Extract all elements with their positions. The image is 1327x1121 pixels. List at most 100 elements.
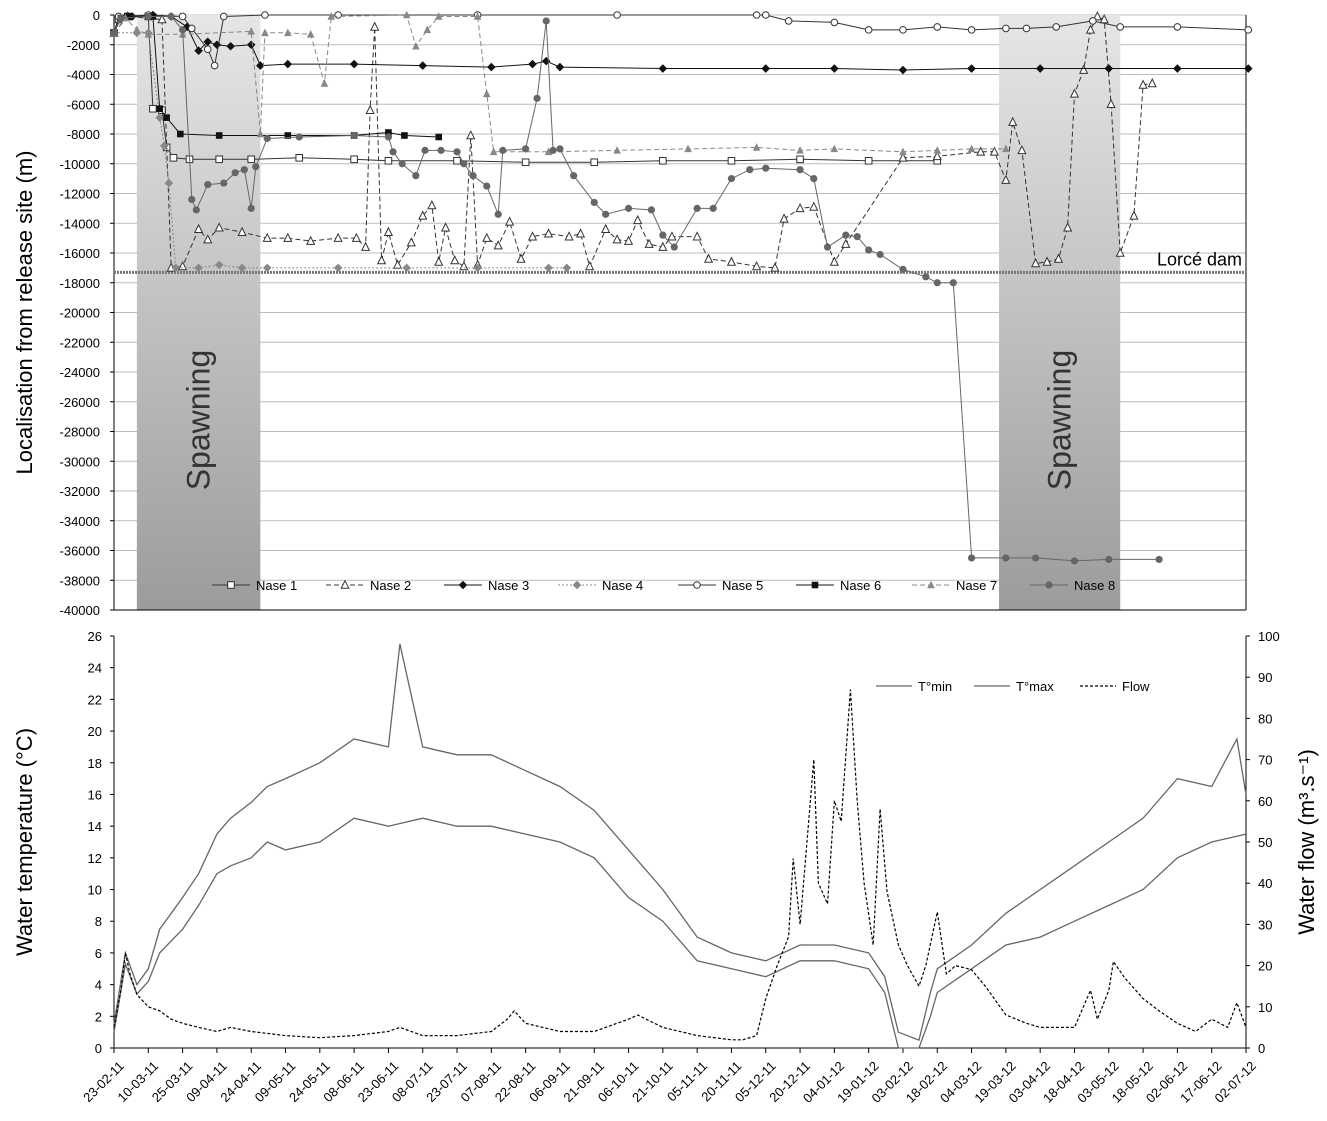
nase-8-point xyxy=(762,164,770,172)
nase-6-point xyxy=(284,132,292,139)
top-y-tick-label: -34000 xyxy=(60,514,100,529)
spawning-band xyxy=(136,15,261,610)
nase-4-point xyxy=(194,263,203,273)
nase-2-point xyxy=(1063,222,1073,232)
nase-8-point xyxy=(110,29,118,37)
nase-6-point xyxy=(215,132,223,139)
nase-3-point xyxy=(203,37,213,47)
nase-7-point xyxy=(144,30,153,38)
nase-3-point xyxy=(194,46,203,55)
nase-7-point xyxy=(284,28,292,37)
nase-4-point xyxy=(214,260,224,270)
nase-8-point xyxy=(549,146,557,154)
nase-2-point xyxy=(703,253,714,263)
top-y-tick-label: -16000 xyxy=(60,246,100,261)
nase-8-point xyxy=(709,204,717,212)
nase-8-point xyxy=(389,148,397,156)
nase-8-point xyxy=(231,169,239,177)
nase-4-point xyxy=(562,263,572,273)
flow-y-tick-label: 40 xyxy=(1258,876,1272,891)
nase-8-point xyxy=(453,148,461,156)
nase-6-point xyxy=(435,133,443,141)
nase-8-point xyxy=(796,166,804,174)
nase-2-series xyxy=(109,11,1157,272)
nase-5-point xyxy=(219,12,228,21)
nase-3-point xyxy=(1243,64,1253,73)
nase-2-point xyxy=(601,223,611,233)
nase-3-point xyxy=(283,59,293,69)
legend-item-nase-2: Nase 2 xyxy=(326,578,411,593)
nase-2-point xyxy=(1079,64,1089,74)
nase-2-point xyxy=(1017,144,1027,155)
nase-8-point xyxy=(295,133,303,141)
nase-1-point xyxy=(149,104,157,113)
legend-item-nase-3: Nase 3 xyxy=(444,578,529,593)
nase-2-point xyxy=(1115,247,1125,257)
nase-7-point xyxy=(899,147,907,156)
nase-8-point xyxy=(922,273,930,281)
nase-5-point xyxy=(187,24,196,33)
top-y-tick-label: -10000 xyxy=(60,157,100,172)
legend-label: Flow xyxy=(1122,679,1150,694)
nase-5-point xyxy=(1002,24,1010,33)
nase-4-line xyxy=(114,32,567,269)
top-y-tick-label: -24000 xyxy=(60,365,100,380)
nase-2-point xyxy=(752,260,762,271)
legend-label: Nase 1 xyxy=(256,578,297,593)
nase-1-point xyxy=(796,155,804,164)
flow-y-tick-label: 0 xyxy=(1258,1041,1265,1056)
nase-8-point xyxy=(179,26,187,34)
nase-8-point xyxy=(167,12,175,21)
flow-y-tick-label: 70 xyxy=(1258,753,1272,768)
nase-2-point xyxy=(427,199,437,210)
nase-2-point xyxy=(434,256,444,266)
nase-3-point xyxy=(418,61,428,70)
nase-7-point xyxy=(796,146,804,154)
nase-7-point xyxy=(489,147,498,156)
nase-1-legend-marker xyxy=(227,581,235,589)
nase-2-point xyxy=(976,146,986,156)
nase-4-point xyxy=(171,263,181,273)
legend-item-tmin: T°min xyxy=(876,679,952,694)
nase-2-point xyxy=(1138,79,1148,89)
nase-2-point xyxy=(795,202,805,213)
nase-6-point xyxy=(385,129,392,136)
nase-8-point xyxy=(842,231,850,239)
top-y-tick-label: -6000 xyxy=(67,97,100,112)
nase-2-point xyxy=(829,256,839,266)
nase-6-point xyxy=(124,13,132,20)
legend-label: Nase 4 xyxy=(602,578,643,593)
nase-3-point xyxy=(761,64,771,73)
temperature-flow-chart: 0246810121416182022242601020304050607080… xyxy=(12,629,1319,1106)
nase-5-point xyxy=(864,26,873,34)
nase-8-point xyxy=(499,146,507,154)
nase-3-point xyxy=(898,65,908,75)
top-y-tick-label: -30000 xyxy=(60,454,100,469)
nase-7-point xyxy=(434,12,443,20)
top-y-tick-label: -22000 xyxy=(60,335,100,350)
nase-2-point xyxy=(1031,257,1041,268)
nase-8-point xyxy=(350,131,358,140)
nase-5-point xyxy=(203,45,212,54)
nase-1-point xyxy=(590,158,599,167)
nase-2-point xyxy=(203,234,213,244)
legend-label: Nase 6 xyxy=(840,578,881,593)
nase-8-point xyxy=(1002,554,1010,562)
nase-7-point xyxy=(473,12,482,20)
nase-2-point xyxy=(1099,14,1109,24)
nase-8-series xyxy=(110,12,1163,565)
nase-5-point xyxy=(210,61,219,70)
nase-3-point xyxy=(1035,64,1045,73)
nase-6-point xyxy=(163,114,170,121)
nase-8-point xyxy=(469,172,477,180)
top-y-tick-label: -14000 xyxy=(60,216,100,231)
nase-2-point xyxy=(527,231,538,241)
flow-y-tick-label: 10 xyxy=(1258,1000,1272,1015)
nase-4-point xyxy=(544,263,553,273)
nase-1-point xyxy=(521,158,530,167)
nase-4-point xyxy=(160,141,169,151)
legend-item-nase-7: Nase 7 xyxy=(912,578,997,593)
top-y-tick-label: -38000 xyxy=(60,573,100,588)
nase-8-point xyxy=(876,250,884,259)
